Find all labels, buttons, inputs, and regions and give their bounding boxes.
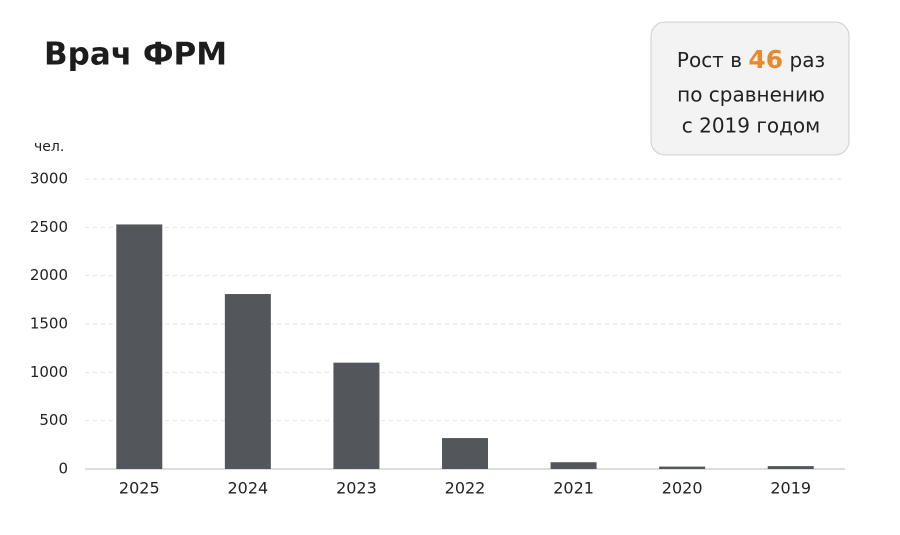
y-axis-label: чел. (34, 139, 64, 155)
x-tick-label: 2025 (119, 479, 160, 498)
x-tick-label: 2020 (662, 479, 703, 498)
x-tick-label: 2024 (227, 479, 268, 498)
y-tick-label: 3000 (30, 170, 68, 188)
y-tick-label: 1000 (30, 363, 68, 381)
annotation-line: по сравнению (677, 83, 825, 107)
annotation-line: Рост в 46 раз (677, 45, 825, 74)
y-tick-label: 0 (58, 460, 68, 478)
y-tick-label: 500 (39, 411, 68, 429)
x-tick-label: 2023 (336, 479, 377, 498)
annotation-line: с 2019 годом (682, 114, 821, 138)
annotation-text: раз (790, 48, 826, 72)
bar (550, 462, 597, 469)
chart-title: Врач ФРМ (44, 37, 227, 73)
bar (442, 438, 488, 469)
x-tick-label: 2022 (445, 479, 486, 498)
bar (333, 362, 380, 469)
bar (116, 224, 163, 469)
annotation-text: Рост в (677, 48, 742, 72)
y-tick-label: 2000 (30, 266, 68, 284)
bar (767, 466, 814, 469)
bar (224, 294, 271, 469)
annotation-box (650, 21, 850, 156)
x-tick-label: 2021 (553, 479, 594, 498)
y-tick-label: 2500 (30, 218, 68, 236)
bar (659, 466, 706, 469)
x-tick-label: 2019 (770, 479, 811, 498)
annotation-highlight: 46 (748, 45, 783, 74)
y-tick-label: 1500 (30, 315, 68, 333)
